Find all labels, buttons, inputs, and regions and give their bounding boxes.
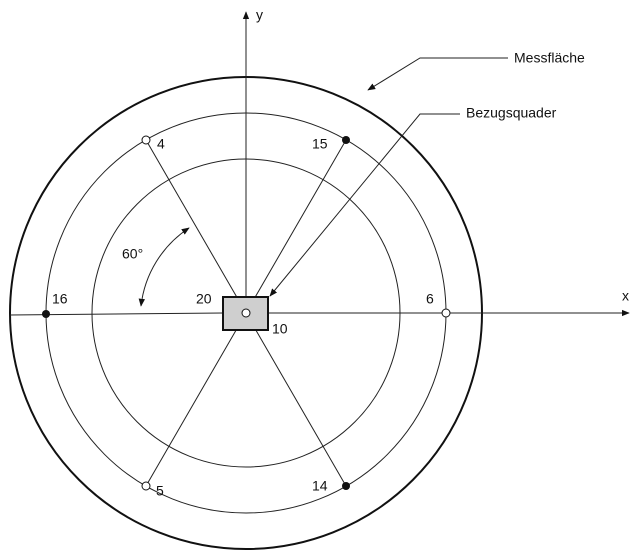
point-filled	[342, 136, 350, 144]
radial-line	[245, 312, 347, 487]
axis-label: x	[622, 288, 629, 304]
point-filled	[42, 310, 50, 318]
point-label: 15	[312, 136, 328, 152]
point-label: 4	[157, 136, 165, 152]
point-label: 14	[312, 478, 328, 494]
radial-line	[145, 139, 247, 314]
x-axis-left	[9, 312, 224, 316]
radial-line	[245, 139, 347, 314]
point-open	[141, 481, 151, 491]
angle-arc	[138, 227, 190, 307]
callout-label: Bezugsquader	[466, 105, 557, 121]
callout-leader	[269, 113, 460, 297]
angle-label: 60°	[122, 246, 143, 262]
point-open	[141, 135, 151, 145]
reference-box	[222, 296, 269, 331]
point-open	[441, 308, 451, 318]
radial-line	[145, 312, 247, 487]
point-label: 20	[196, 291, 212, 307]
point-label: 6	[426, 291, 434, 307]
point-20	[241, 308, 251, 318]
point-label: 16	[52, 291, 68, 307]
point-label: 10	[272, 321, 288, 337]
point-label: 5	[156, 483, 164, 499]
axis-label: y	[256, 7, 263, 23]
callout-leader	[367, 57, 508, 91]
point-filled	[342, 482, 350, 490]
callout-label: Messfläche	[514, 50, 585, 66]
